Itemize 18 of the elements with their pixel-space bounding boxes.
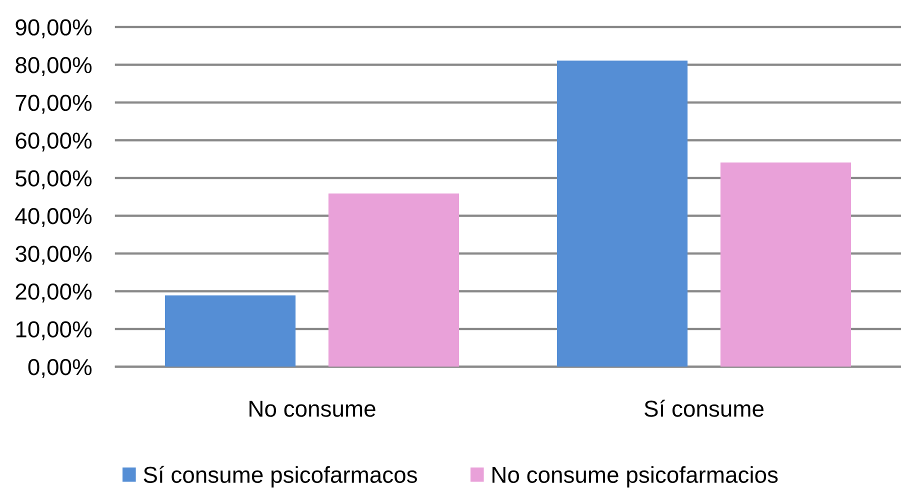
y-tick-label: 20,00% (16, 284, 92, 302)
legend-label: Sí consume psicofarmacos (144, 466, 417, 488)
y-tick-label: 30,00% (16, 246, 92, 265)
y-tick-label: 70,00% (16, 94, 92, 114)
y-tick-label: 0,00% (28, 359, 92, 378)
bar (165, 295, 296, 367)
bar (328, 193, 459, 367)
legend-label: No consume psicofarmacios (492, 466, 778, 488)
y-tick-label: 80,00% (16, 57, 92, 76)
bar (557, 60, 688, 367)
y-tick-label: 90,00% (16, 19, 92, 38)
y-tick-label: 10,00% (16, 321, 92, 340)
y-tick-label: 50,00% (16, 170, 92, 190)
x-tick-label: Sí consume (644, 400, 764, 417)
bar (720, 162, 851, 367)
y-tick-label: 40,00% (15, 208, 92, 227)
x-tick-label: No consume (250, 400, 376, 417)
y-tick-label: 60,00% (16, 132, 92, 152)
